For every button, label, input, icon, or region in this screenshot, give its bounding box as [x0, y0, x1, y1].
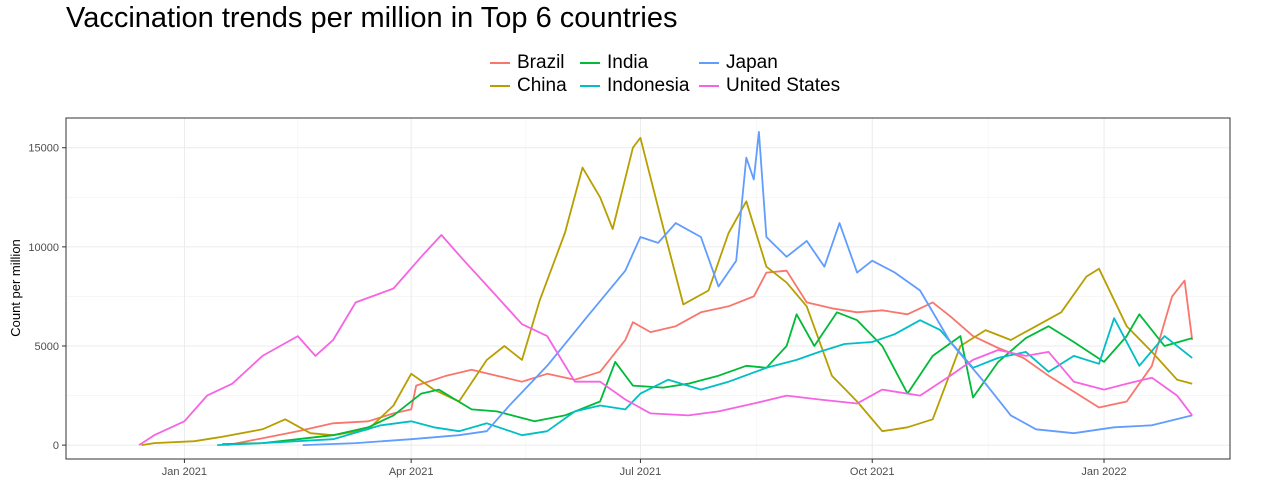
- series-line-indonesia: [217, 317, 1193, 446]
- legend-label-india: India: [607, 52, 649, 73]
- plot-panel-border: [65, 117, 1231, 460]
- legend-label-indonesia: Indonesia: [607, 75, 690, 96]
- x-tick-label: Jul 2021: [620, 466, 662, 478]
- legend-swatch-japan: [699, 62, 719, 64]
- x-tick-label: Oct 2021: [850, 466, 895, 478]
- legend-item-brazil: Brazil: [490, 52, 565, 74]
- legend-item-india: India: [580, 52, 648, 74]
- legend-label-brazil: Brazil: [517, 52, 565, 73]
- legend-label-china: China: [517, 75, 567, 96]
- series-line-india: [222, 311, 1193, 445]
- gridlines: [66, 118, 1230, 459]
- y-tick-label: 10000: [28, 242, 59, 254]
- chart-title: Vaccination trends per million in Top 6 …: [66, 2, 678, 34]
- series-line-japan: [302, 131, 1193, 446]
- legend-swatch-brazil: [490, 62, 510, 64]
- y-tick-label: 0: [53, 440, 59, 452]
- legend: Brazil China India Indonesia Japan Unite…: [490, 52, 890, 100]
- legend-label-united-states: United States: [726, 75, 841, 96]
- legend-swatch-india: [580, 62, 600, 64]
- series-line-united-states: [138, 234, 1193, 446]
- legend-swatch-indonesia: [580, 85, 600, 87]
- series-line-china: [141, 136, 1193, 446]
- legend-swatch-united-states: [699, 85, 719, 87]
- series-line-brazil: [227, 269, 1194, 446]
- legend-item-japan: Japan: [699, 52, 778, 74]
- legend-item-china: China: [490, 75, 567, 97]
- legend-swatch-china: [490, 85, 510, 87]
- y-tick-label: 5000: [35, 341, 59, 353]
- x-tick-label: Apr 2021: [389, 466, 434, 478]
- legend-item-united-states: United States: [699, 75, 840, 97]
- series-lines: [138, 131, 1194, 446]
- y-tick-label: 15000: [28, 143, 59, 155]
- x-tick-label: Jan 2021: [162, 466, 207, 478]
- legend-item-indonesia: Indonesia: [580, 75, 689, 97]
- axes: Jan 2021 Apr 2021 Jul 2021 Oct 2021 Jan 2022…: [28, 143, 1126, 478]
- y-axis-label: Count per million: [8, 239, 23, 337]
- legend-label-japan: Japan: [726, 52, 778, 73]
- x-tick-label: Jan 2022: [1081, 466, 1126, 478]
